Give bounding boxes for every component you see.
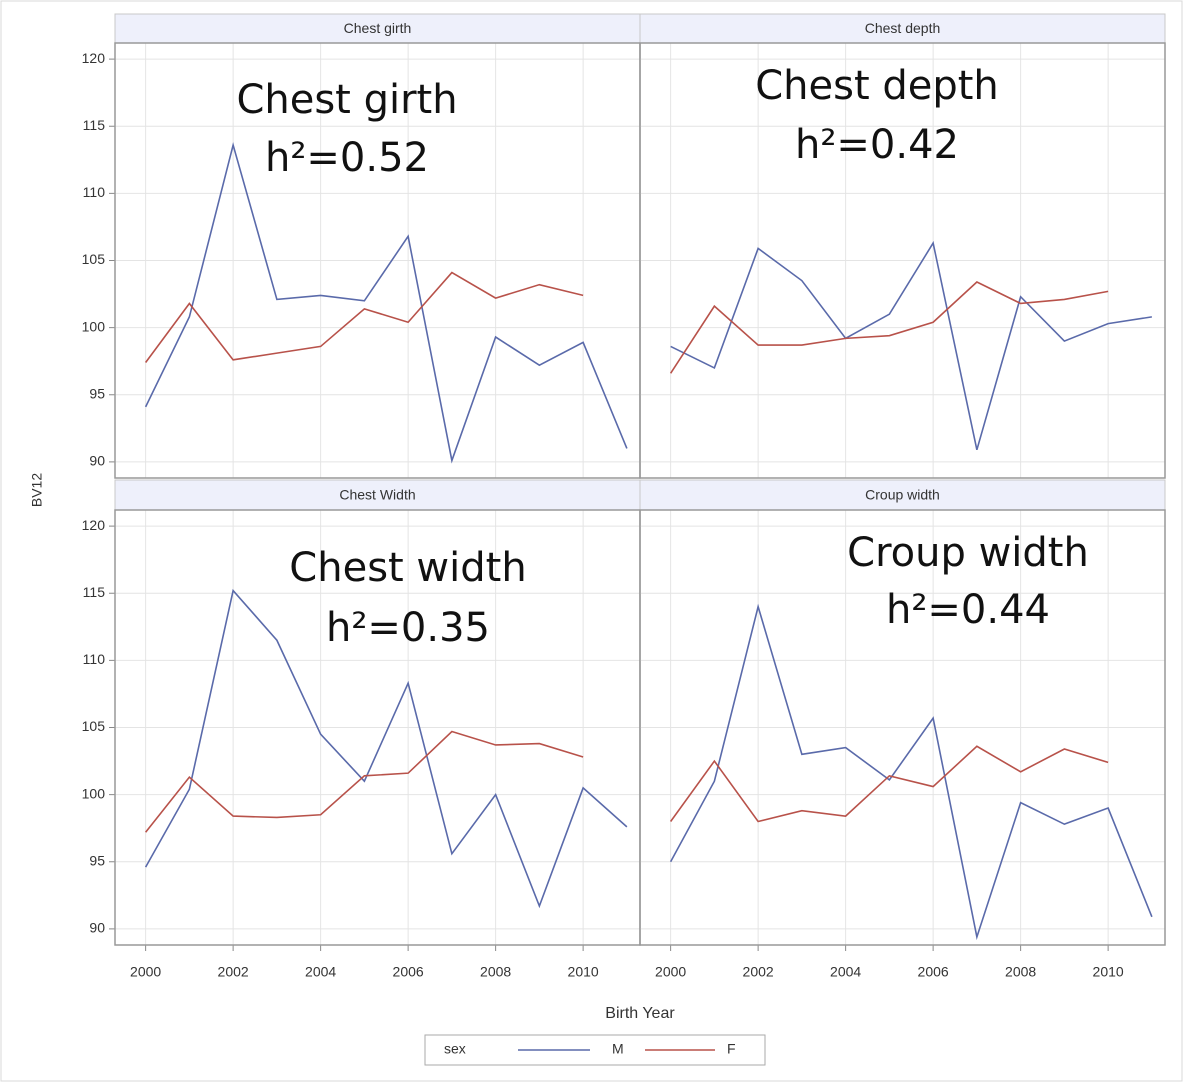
legend-label: M (612, 1041, 624, 1057)
x-tick-label: 2004 (305, 964, 336, 980)
x-tick-label: 2010 (1093, 964, 1124, 980)
annotation: Chest girth (236, 77, 457, 123)
x-tick-label: 2002 (743, 964, 774, 980)
x-tick-label: 2002 (218, 964, 249, 980)
y-tick-label: 95 (89, 385, 105, 401)
panel-title: Chest Width (339, 487, 415, 503)
series-line (669, 603, 1153, 941)
series-line (144, 730, 584, 833)
annotation: h²=0.52 (265, 135, 429, 181)
y-tick-label: 105 (82, 251, 106, 267)
y-tick-label: 95 (89, 852, 105, 868)
x-tick-label: 2006 (393, 964, 424, 980)
x-tick-label: 2004 (830, 964, 861, 980)
y-tick-label: 100 (82, 318, 106, 334)
series-line (669, 745, 1109, 823)
y-tick-label: 90 (89, 920, 105, 936)
y-tick-label: 110 (83, 184, 106, 200)
legend-label: F (727, 1041, 736, 1057)
plot-area (639, 509, 1166, 946)
annotation: Chest width (289, 545, 526, 591)
panel-title: Chest depth (865, 20, 941, 36)
plot-area (639, 42, 1166, 479)
y-tick-label: 120 (82, 50, 106, 66)
series-line (669, 281, 1109, 374)
x-tick-label: 2010 (568, 964, 599, 980)
x-axis-label: Birth Year (605, 1005, 675, 1022)
x-tick-label: 2000 (655, 964, 686, 980)
y-tick-label: 110 (83, 651, 106, 667)
y-axis-label: BV12 (29, 473, 45, 507)
annotation: h²=0.35 (326, 605, 490, 651)
y-tick-label: 105 (82, 718, 106, 734)
panel-header (114, 479, 641, 511)
y-tick-label: 120 (82, 517, 106, 533)
panel-title: Chest girth (344, 20, 412, 36)
legend-title: sex (444, 1041, 466, 1057)
y-tick-label: 90 (89, 453, 105, 469)
x-tick-label: 2008 (480, 964, 511, 980)
panel-header (639, 479, 1166, 511)
annotation: Chest depth (755, 63, 999, 109)
x-tick-label: 2008 (1005, 964, 1036, 980)
x-tick-label: 2006 (918, 964, 949, 980)
panel-header (639, 13, 1166, 44)
panel-title: Croup width (865, 487, 940, 503)
annotation: Croup width (847, 530, 1089, 576)
y-tick-label: 115 (83, 117, 106, 133)
y-tick-label: 100 (82, 785, 106, 801)
panel-header (114, 13, 641, 44)
y-tick-label: 115 (83, 584, 106, 600)
annotation: h²=0.42 (795, 122, 959, 168)
annotation: h²=0.44 (886, 587, 1050, 633)
x-tick-label: 2000 (130, 964, 161, 980)
series-line (670, 240, 1153, 451)
series-line (144, 271, 584, 364)
series-line (144, 588, 628, 909)
series-line (144, 141, 628, 464)
